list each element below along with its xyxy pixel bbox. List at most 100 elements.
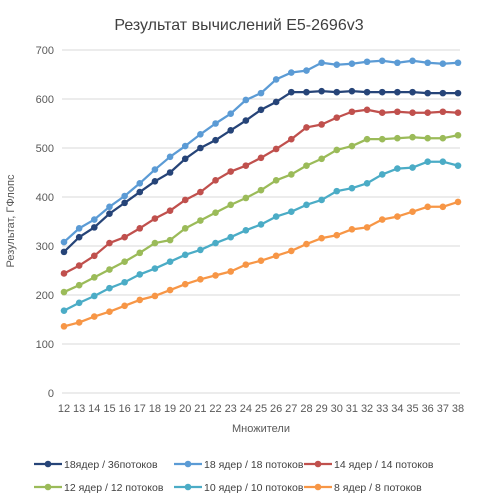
data-point <box>394 165 401 172</box>
data-point <box>197 276 204 283</box>
x-tick-label: 25 <box>255 403 267 415</box>
legend-item: 10 ядер / 10 потоков <box>174 482 304 494</box>
data-point <box>227 201 234 209</box>
data-point <box>60 248 68 256</box>
data-point <box>227 110 234 117</box>
data-point <box>136 179 144 187</box>
x-tick-label: 37 <box>437 403 449 415</box>
legend-label: 10 ядер / 10 потоков <box>204 482 304 494</box>
data-point <box>257 89 265 97</box>
data-point <box>227 168 234 175</box>
data-point <box>181 280 189 288</box>
x-tick-label: 36 <box>422 403 434 415</box>
data-point <box>439 203 447 211</box>
data-point <box>454 59 462 67</box>
data-point <box>181 225 189 232</box>
data-point <box>121 258 128 265</box>
x-tick-label: 23 <box>225 403 237 415</box>
x-tick-label: 31 <box>346 403 358 415</box>
data-point <box>303 67 310 74</box>
data-point <box>121 192 128 200</box>
data-point <box>378 171 386 178</box>
data-point <box>151 215 159 222</box>
data-point <box>91 274 98 281</box>
data-point <box>394 108 401 116</box>
legend-marker <box>44 460 52 468</box>
data-point <box>227 233 234 241</box>
data-point <box>197 246 204 254</box>
legend-item: 18 ядер / 18 потоков <box>174 459 304 471</box>
data-point <box>91 292 98 300</box>
data-point <box>363 58 371 66</box>
y-tick-label: 400 <box>36 192 54 204</box>
data-point <box>363 224 371 231</box>
data-point <box>106 284 113 292</box>
data-point <box>303 162 310 169</box>
data-point <box>166 207 174 215</box>
data-point <box>348 226 356 233</box>
data-point <box>151 166 159 173</box>
data-point <box>121 278 128 286</box>
legend-marker <box>314 483 322 491</box>
data-point <box>409 164 416 171</box>
data-point <box>409 208 416 215</box>
x-tick-label: 19 <box>164 403 176 415</box>
data-point <box>439 134 447 142</box>
data-point <box>121 233 128 241</box>
data-point <box>333 114 341 121</box>
data-point <box>272 177 280 184</box>
data-point <box>378 216 386 223</box>
data-point <box>75 281 83 289</box>
data-point <box>60 307 68 314</box>
data-point <box>212 177 219 184</box>
x-tick-label: 32 <box>361 403 373 415</box>
data-point <box>257 221 265 228</box>
data-point <box>348 184 356 192</box>
data-point <box>91 216 98 223</box>
data-point <box>136 188 144 196</box>
x-tick-label: 33 <box>376 403 388 415</box>
data-point <box>212 209 219 216</box>
series-lines <box>60 57 462 330</box>
data-point <box>181 196 189 204</box>
data-point <box>75 319 83 326</box>
series-4 <box>60 131 462 296</box>
legend-label: 18ядер / 36потоков <box>64 459 158 471</box>
legend-label: 8 ядер / 8 потоков <box>334 482 422 494</box>
data-point <box>454 109 462 117</box>
data-point <box>378 88 386 96</box>
y-axis-title: Результат, ГФлопс <box>5 174 17 267</box>
data-point <box>166 169 174 176</box>
x-tick-label: 14 <box>88 403 100 415</box>
y-tick-label: 0 <box>48 388 54 400</box>
x-tick-label: 24 <box>240 403 252 415</box>
data-point <box>348 60 356 68</box>
x-tick-label: 29 <box>315 403 327 415</box>
data-point <box>424 203 431 211</box>
data-point <box>181 155 189 163</box>
data-point <box>424 134 431 142</box>
data-point <box>394 59 401 67</box>
x-tick-label: 22 <box>209 403 221 415</box>
x-tick-label: 17 <box>134 403 146 415</box>
data-point <box>136 296 144 304</box>
data-point <box>242 227 250 234</box>
data-point <box>60 323 68 330</box>
data-point <box>257 106 265 114</box>
data-point <box>454 131 462 139</box>
x-tick-label: 30 <box>331 403 343 415</box>
data-point <box>60 288 68 296</box>
data-point <box>60 270 68 277</box>
data-point <box>106 239 113 247</box>
data-point <box>454 89 462 97</box>
legend-item: 8 ядер / 8 потоков <box>304 482 422 494</box>
data-point <box>303 88 310 96</box>
legend-item: 12 ядер / 12 потоков <box>34 482 164 494</box>
data-point <box>409 109 416 117</box>
data-point <box>394 213 401 220</box>
x-tick-label: 34 <box>391 403 403 415</box>
data-point <box>409 133 416 141</box>
data-point <box>318 59 325 67</box>
data-point <box>454 162 462 169</box>
series-6 <box>60 198 462 330</box>
